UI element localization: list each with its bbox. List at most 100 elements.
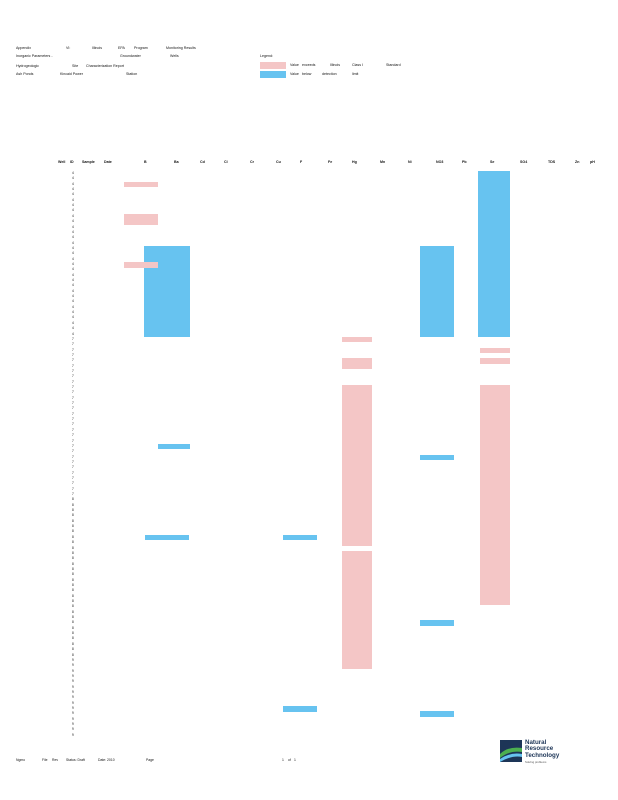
header-text: Ash Ponds — [16, 72, 34, 76]
column-header: Well — [58, 160, 66, 164]
nondetect-cell — [144, 331, 190, 338]
nondetect-cell — [478, 229, 510, 236]
well-id: 4 — [72, 310, 74, 315]
nondetect-cell — [144, 272, 190, 279]
header-text: Wells — [170, 54, 179, 58]
well-id: 4 — [72, 299, 74, 304]
well-id: 8 — [72, 582, 74, 587]
exceed-cell — [480, 427, 510, 434]
nondetect-cell — [478, 245, 510, 252]
well-id: 8 — [72, 529, 74, 534]
well-id: 9 — [72, 657, 74, 662]
well-id: 9 — [72, 663, 74, 668]
well-id: 4 — [72, 326, 74, 331]
exceed-cell — [480, 465, 510, 471]
legend-text: Class I — [352, 63, 363, 67]
nondetect-cell — [420, 454, 454, 461]
exceed-cell — [480, 577, 510, 584]
logo-line: Technology — [525, 751, 560, 759]
exceed-cell — [480, 545, 510, 552]
well-id: 4 — [72, 203, 74, 208]
well-id: 7 — [72, 417, 74, 422]
exceed-cell — [342, 561, 372, 568]
exceed-cell — [342, 443, 372, 450]
header-text: EPA — [118, 46, 125, 50]
legend-text: Value — [290, 63, 299, 67]
exceed-cell — [342, 336, 372, 343]
exceed-cell — [124, 219, 158, 225]
well-id: 4 — [72, 251, 74, 256]
exceed-cell — [480, 470, 510, 477]
footer-text: File — [42, 758, 48, 762]
nondetect-cell — [420, 711, 454, 717]
exceed-cell — [342, 609, 372, 616]
well-id: 8 — [72, 652, 74, 657]
exceed-cell — [342, 459, 372, 466]
well-id: 9 — [72, 716, 74, 721]
exceed-cell — [480, 347, 510, 354]
well-id: 7 — [72, 481, 74, 486]
well-id: 8 — [72, 534, 74, 539]
exceed-cell — [480, 443, 510, 450]
well-id: 7 — [72, 363, 74, 368]
nondetect-cell — [478, 187, 510, 193]
well-id: 7 — [72, 486, 74, 491]
column-header: Zn — [575, 160, 580, 164]
column-header: TDS — [548, 160, 556, 164]
exceed-cell — [480, 433, 510, 439]
header-text: Station — [126, 72, 138, 76]
exceed-cell — [342, 427, 372, 434]
exceed-cell — [342, 604, 372, 610]
nondetect-cell — [478, 203, 510, 209]
company-logo: Natural Resource Technology Solving prob… — [500, 739, 572, 764]
nondetect-cell — [420, 272, 454, 279]
nondetect-cell — [144, 278, 190, 284]
header-text: Monitoring Results — [166, 46, 196, 50]
exceed-cell — [342, 566, 372, 573]
well-id: 8 — [72, 524, 74, 529]
well-id: 4 — [72, 256, 74, 261]
nondetect-cell — [420, 299, 454, 305]
well-id: 4 — [72, 213, 74, 218]
nondetect-cell — [420, 620, 454, 626]
nondetect-cell — [478, 261, 510, 268]
well-id: 8 — [72, 620, 74, 625]
well-id: 4 — [72, 304, 74, 309]
exceed-cell — [480, 475, 510, 482]
exceed-cell — [342, 657, 372, 664]
nondetect-cell — [478, 326, 510, 332]
well-id: 7 — [72, 459, 74, 464]
well-id: 8 — [72, 550, 74, 555]
exceed-cell — [342, 422, 372, 429]
exceed-cell — [480, 534, 510, 541]
legend-title: Legend: — [260, 54, 273, 58]
exceed-cell — [342, 582, 372, 589]
exceed-cell — [342, 550, 372, 557]
exceed-cell — [480, 518, 510, 525]
exceed-cell — [480, 561, 510, 568]
exceed-cell — [342, 492, 372, 498]
exceed-cell — [480, 588, 510, 594]
footer-text: Rev — [52, 758, 59, 762]
exceed-cell — [342, 406, 372, 412]
well-id: 9 — [72, 689, 74, 694]
well-id: 7 — [72, 406, 74, 411]
exceed-cell — [342, 449, 372, 455]
exceed-cell — [342, 502, 372, 509]
legend-text: Illinois — [330, 63, 340, 67]
well-id: 7 — [72, 433, 74, 438]
nondetect-cell — [145, 534, 189, 541]
exceed-cell — [342, 620, 372, 626]
nondetect-cell — [420, 304, 454, 311]
nondetect-cell — [144, 326, 190, 332]
exceed-cell — [480, 401, 510, 407]
well-id: 9 — [72, 673, 74, 678]
nondetect-cell — [144, 251, 190, 257]
nondetect-cell — [478, 310, 510, 316]
column-header: Cl — [224, 160, 228, 164]
exceed-cell — [342, 599, 372, 605]
exceed-cell — [480, 486, 510, 493]
exceed-cell — [342, 465, 372, 471]
column-header: Ni — [408, 160, 412, 164]
column-header: F — [300, 160, 303, 164]
